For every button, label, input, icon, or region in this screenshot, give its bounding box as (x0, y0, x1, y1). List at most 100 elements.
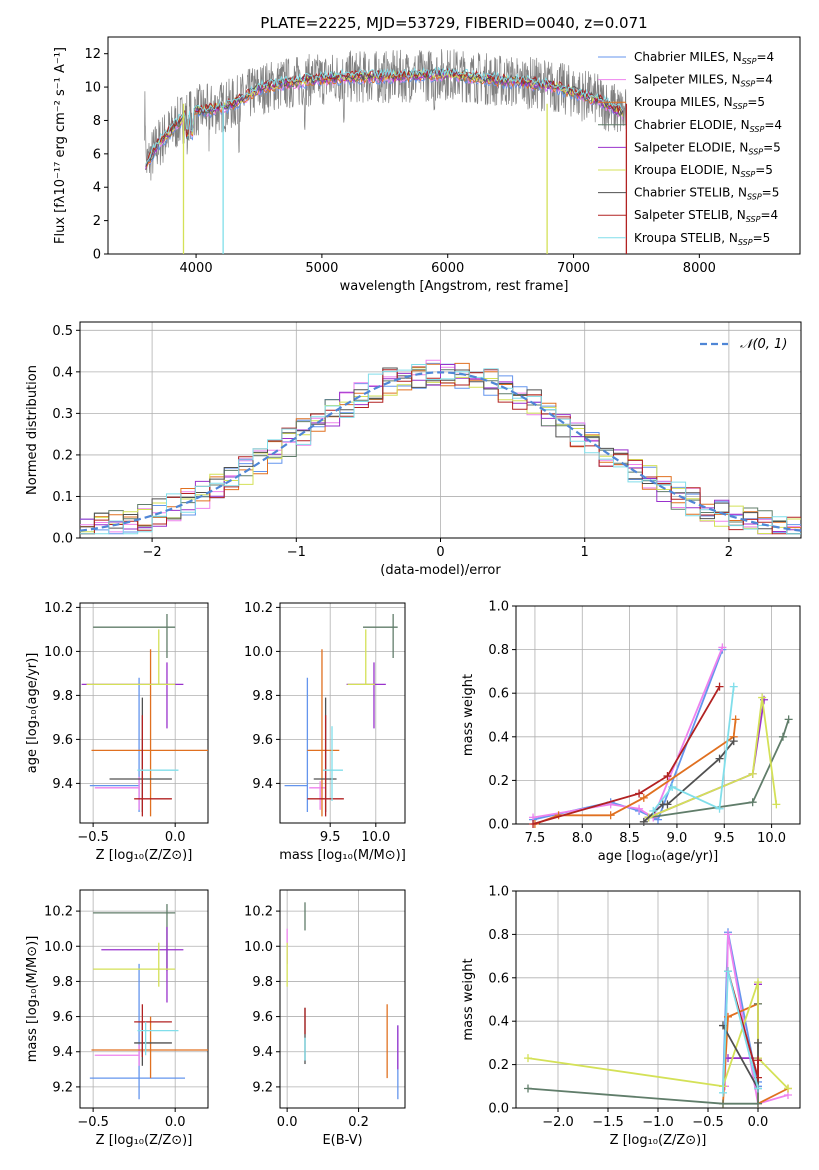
y-axis-label: age [log₁₀(age/yr)] (25, 653, 40, 774)
y-tick-label: 0.6 (488, 687, 509, 702)
y-tick-label: 9.8 (52, 689, 73, 704)
series-line-8 (532, 686, 721, 825)
legend-entry: Kroupa ELODIE, NSSP=5 (634, 163, 773, 179)
errorbars (284, 614, 398, 817)
y-tick-label: 9.6 (52, 1010, 73, 1025)
y-tick-label: 0.8 (488, 928, 509, 943)
y-tick-label: 9.6 (252, 733, 273, 748)
y-tick-label: 0.2 (488, 1058, 509, 1073)
point-marker (754, 1084, 762, 1093)
x-axis-label: Z [log₁₀(Z/Z⊙)] (96, 1133, 193, 1148)
series-line-2 (532, 647, 724, 819)
point-marker (748, 769, 757, 778)
y-tick-label: 10.0 (44, 940, 73, 955)
y-tick-label: 9.6 (252, 1010, 273, 1025)
y-tick-label: 9.4 (52, 777, 73, 792)
y-tick-label: 10.0 (244, 645, 273, 660)
x-tick-label: 5000 (305, 261, 338, 276)
x-tick-label: −1.5 (592, 1115, 624, 1130)
x-tick-label: 8000 (683, 261, 716, 276)
x-tick-label: 0 (436, 545, 444, 560)
model-line-9 (145, 66, 624, 165)
series-line-6 (648, 697, 778, 819)
y-tick-label: 6 (93, 147, 101, 162)
point-marker (731, 715, 740, 724)
axes-frame (79, 321, 802, 539)
legend-entry: Kroupa MILES, NSSP=5 (634, 95, 765, 111)
x-tick-label: −0.5 (77, 1115, 109, 1130)
axes-frame (279, 602, 406, 824)
x-tick-label: 8.0 (572, 831, 593, 846)
point-marker (663, 800, 672, 809)
y-tick-label: 0.6 (488, 971, 509, 986)
x-tick-label: 0.0 (165, 830, 186, 845)
point-marker (719, 1088, 727, 1097)
y-axis-label: mass weight (461, 674, 476, 756)
y-tick-label: 0.1 (52, 490, 73, 505)
point-marker (784, 715, 793, 724)
point-marker (754, 978, 762, 987)
axes-frame (79, 889, 209, 1109)
spectrum-data-line (144, 49, 627, 181)
axes-frame (107, 36, 801, 255)
point-marker (639, 793, 648, 802)
point-marker (729, 737, 738, 746)
y-tick-label: 10.2 (44, 905, 73, 920)
series-line-9 (652, 686, 735, 812)
normal-curve (79, 371, 802, 532)
x-tick-label: 7.5 (525, 831, 546, 846)
point-marker (754, 1038, 762, 1047)
x-tick-label: −0.5 (692, 1115, 724, 1130)
axes-frame (79, 602, 209, 824)
x-tick-label: 7000 (557, 261, 590, 276)
x-tick-label: 9.5 (320, 830, 341, 845)
y-tick-label: 0.5 (52, 324, 73, 339)
legend-entry: Kroupa STELIB, NSSP=5 (634, 231, 770, 247)
series-line-4 (648, 719, 790, 819)
y-tick-label: 9.6 (52, 733, 73, 748)
x-tick-label: −1.0 (642, 1115, 674, 1130)
x-axis-label: age [log₁₀(age/yr)] (598, 849, 719, 864)
legend-entry: Salpeter STELIB, NSSP=4 (634, 208, 778, 224)
errorbars (286, 902, 399, 1100)
point-marker (529, 820, 538, 828)
legend-entry: Chabrier STELIB, NSSP=5 (634, 186, 779, 202)
point-marker (724, 967, 732, 976)
errorbars (81, 614, 208, 817)
y-tick-label: 10.2 (244, 905, 273, 920)
point-marker (754, 1099, 762, 1108)
point-marker (635, 789, 644, 798)
x-tick-label: 1 (581, 545, 589, 560)
y-tick-label: 0.4 (488, 730, 509, 745)
spectrum-lines (144, 49, 628, 254)
y-axis-label: Normed distribution (25, 365, 40, 495)
y-tick-label: 9.2 (252, 1080, 273, 1095)
x-tick-label: 0.2 (348, 1115, 369, 1130)
x-tick-label: 8.5 (619, 831, 640, 846)
y-tick-label: 0.4 (52, 365, 73, 380)
errorbars (89, 904, 208, 1100)
y-tick-label: 9.4 (52, 1045, 73, 1060)
x-axis-label: E(B-V) (322, 1133, 362, 1148)
y-axis-label: Flux [fλ10⁻¹⁷ erg cm⁻² s⁻¹ A⁻¹] (53, 47, 68, 244)
y-tick-label: 9.8 (52, 975, 73, 990)
y-tick-label: 10.2 (44, 601, 73, 616)
x-tick-label: 0.0 (277, 1115, 298, 1130)
point-marker (524, 1054, 532, 1063)
x-tick-label: 2 (725, 545, 733, 560)
point-marker (668, 782, 677, 791)
point-marker (639, 817, 648, 826)
y-tick-label: 9.8 (252, 975, 273, 990)
legend-entry: Salpeter ELODIE, NSSP=5 (634, 140, 781, 156)
legend-entry: 𝒩(0, 1) (740, 337, 787, 352)
x-tick-label: 10.0 (361, 830, 390, 845)
point-marker (758, 693, 767, 702)
x-tick-label: −0.5 (77, 830, 109, 845)
histogram-9 (80, 364, 801, 535)
chart-title: PLATE=2225, MJD=53729, FIBERID=0040, z=0… (260, 14, 647, 32)
legend-entry: Chabrier MILES, NSSP=4 (634, 50, 774, 66)
point-marker (772, 800, 781, 809)
x-tick-label: 4000 (180, 261, 213, 276)
x-axis-label: Z [log₁₀(Z/Z⊙)] (96, 848, 193, 863)
point-marker (649, 806, 658, 815)
